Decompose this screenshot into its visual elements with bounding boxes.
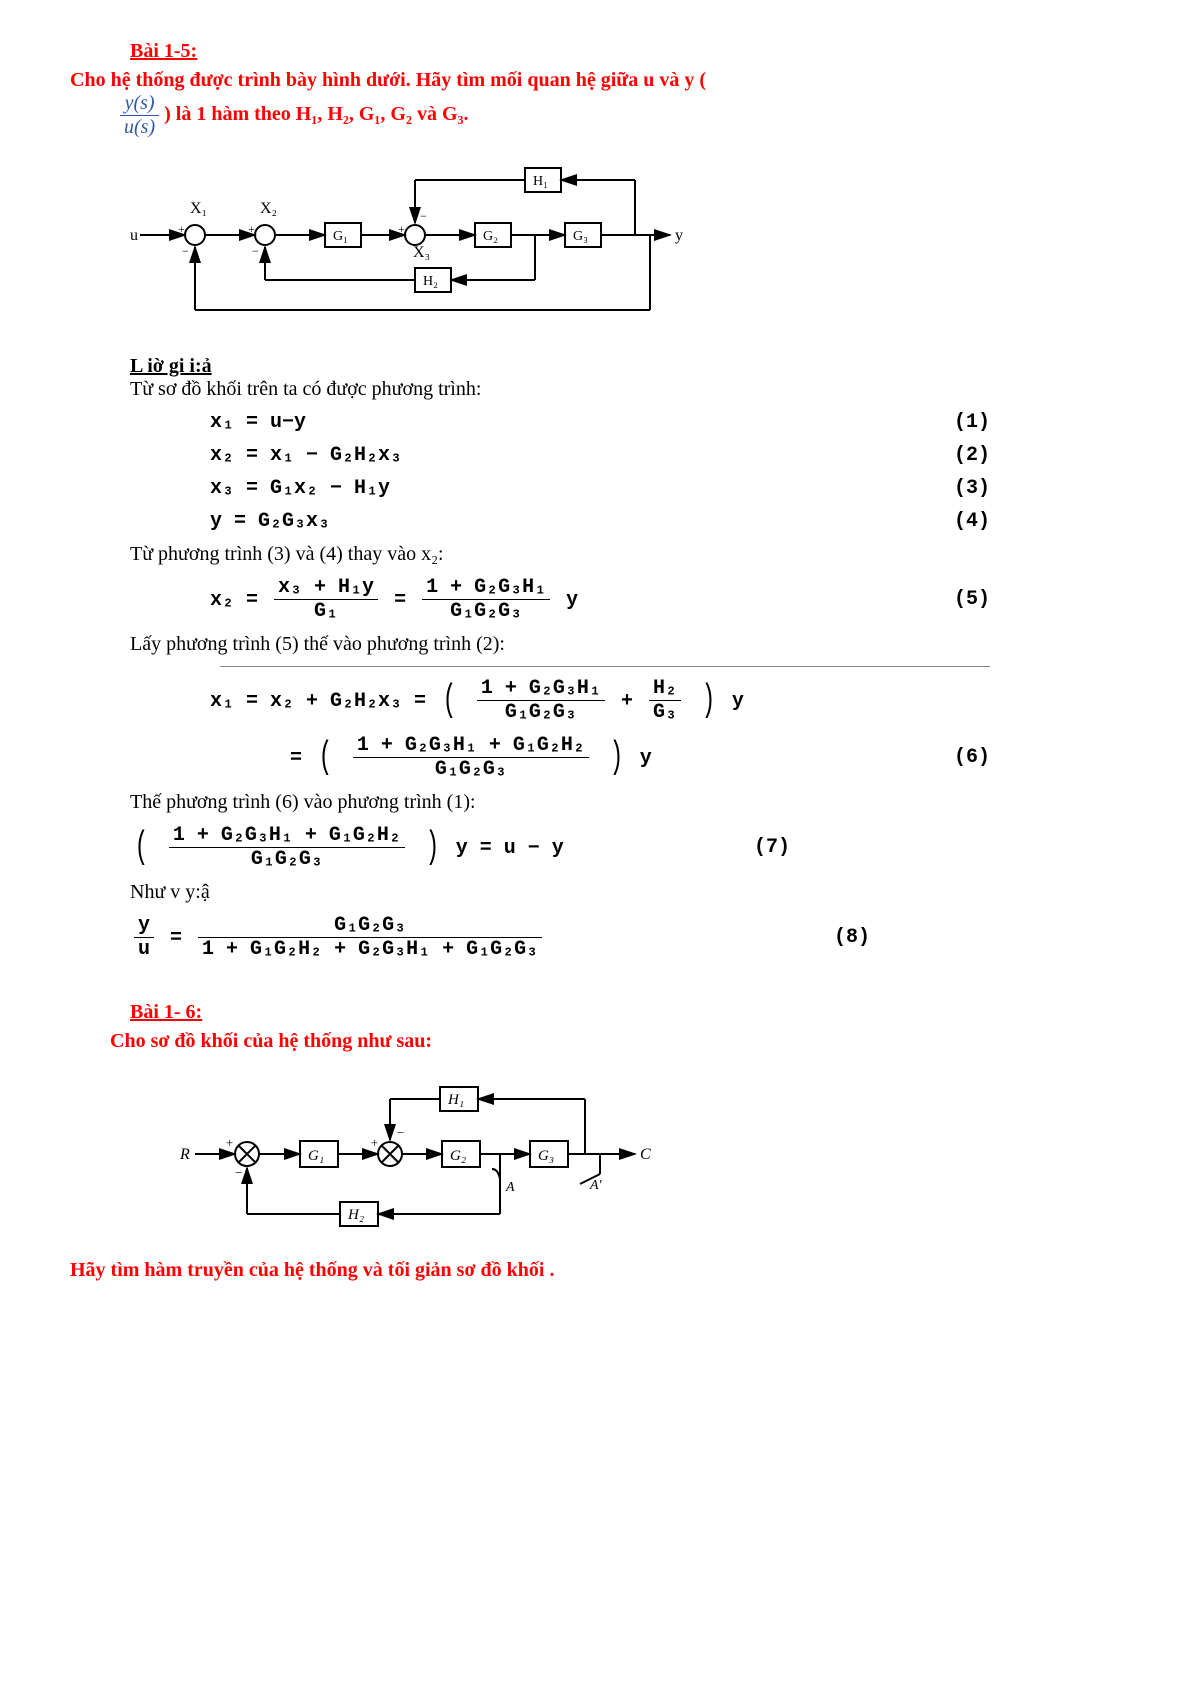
- line7-intro: Thế phương trình (6) vào phương trình (1…: [130, 791, 1120, 814]
- equation-7: ( 1 + G₂G₃H₁ + G₁G₂H₂G₁G₂G₃ ) y = u − y …: [130, 824, 1120, 871]
- svg-text:+: +: [178, 222, 185, 236]
- exercise-1-prompt: Cho hệ thống được trình bày hình dưới. H…: [70, 69, 1120, 92]
- svg-text:H₁: H₁: [533, 174, 548, 189]
- fraction-numerator: y(s): [120, 92, 159, 116]
- svg-text:G₃: G₃: [573, 229, 588, 244]
- svg-text:C: C: [640, 1146, 651, 1163]
- svg-text:H₂: H₂: [423, 274, 438, 289]
- svg-text:X₁: X₁: [190, 200, 207, 217]
- intro-line: Từ sơ đồ khối trên ta có được phương trì…: [130, 378, 1120, 401]
- exercise-2-footer: Hãy tìm hàm truyền của hệ thống và tối g…: [70, 1259, 1120, 1282]
- exercise-1-prompt-suffix: ) là 1 hàm theo H₁, H₂, G₁, G₂ và G₃.: [164, 103, 468, 125]
- fraction-denominator: u(s): [120, 116, 159, 139]
- equation-8: yu = G₁G₂G₃1 + G₁G₂H₂ + G₂G₃H₁ + G₁G₂G₃ …: [130, 914, 1120, 961]
- equation-6b: = ( 1 + G₂G₃H₁ + G₁G₂H₂G₁G₂G₃ ) y (6): [290, 734, 1120, 781]
- svg-text:G₂: G₂: [483, 229, 498, 244]
- line8-intro: Như v y:ậ: [130, 881, 1120, 904]
- svg-text:+: +: [225, 1135, 234, 1150]
- equation-4: y = G₂G₃x₃ (4): [210, 510, 1120, 533]
- svg-text:u: u: [130, 227, 138, 244]
- svg-text:H₂: H₂: [347, 1207, 364, 1223]
- block-diagram-2: R G₁ G₂ G₃ C H₁ H₂ A A' + − + −: [180, 1069, 1060, 1239]
- block-diagram-1: u X₁ X₂ G₁ X₃ G₂ G₃ y H₁ H₂ + − + − + −: [130, 155, 1060, 325]
- equation-5: x₂ = x₃ + H₁yG₁ = 1 + G₂G₃H₁G₁G₂G₃ y (5): [210, 576, 1120, 623]
- svg-text:G₂: G₂: [450, 1148, 466, 1164]
- solution-heading: L iờ gi i:ả: [130, 355, 1120, 378]
- svg-text:−: −: [252, 244, 259, 258]
- svg-text:−: −: [396, 1125, 405, 1140]
- svg-text:G₁: G₁: [308, 1148, 324, 1164]
- equation-2: x₂ = x₁ − G₂H₂x₃ (2): [210, 444, 1120, 467]
- svg-text:A': A': [589, 1178, 603, 1193]
- equation-1: x₁ = u−y (1): [210, 411, 1120, 434]
- svg-text:A: A: [505, 1180, 515, 1195]
- svg-text:X₂: X₂: [260, 200, 277, 217]
- svg-text:R: R: [180, 1146, 190, 1163]
- svg-text:+: +: [248, 222, 255, 236]
- equation-3: x₃ = G₁x₂ − H₁y (3): [210, 477, 1120, 500]
- line5-intro: Từ phương trình (3) và (4) thay vào x₂:: [130, 543, 1120, 566]
- svg-text:H₁: H₁: [447, 1092, 464, 1108]
- exercise-1-title: Bài 1-5:: [130, 40, 1120, 63]
- transfer-function-fraction: y(s) u(s): [120, 92, 159, 139]
- svg-text:−: −: [182, 244, 189, 258]
- svg-text:−: −: [420, 209, 427, 223]
- svg-text:G₃: G₃: [538, 1148, 554, 1164]
- svg-text:+: +: [398, 222, 405, 236]
- svg-text:X₃: X₃: [413, 244, 430, 261]
- exercise-2-title: Bài 1- 6:: [130, 1001, 1120, 1024]
- svg-text:+: +: [370, 1135, 379, 1150]
- svg-text:G₁: G₁: [333, 229, 348, 244]
- equation-6a: x₁ = x₂ + G₂H₂x₃ = ( 1 + G₂G₃H₁G₁G₂G₃ + …: [210, 677, 1120, 724]
- svg-text:y: y: [675, 227, 683, 244]
- svg-text:−: −: [234, 1165, 243, 1180]
- line6-intro: Lấy phương trình (5) thế vào phương trìn…: [130, 633, 1120, 656]
- exercise-2-prompt: Cho sơ đồ khối của hệ thống như sau:: [110, 1030, 1120, 1053]
